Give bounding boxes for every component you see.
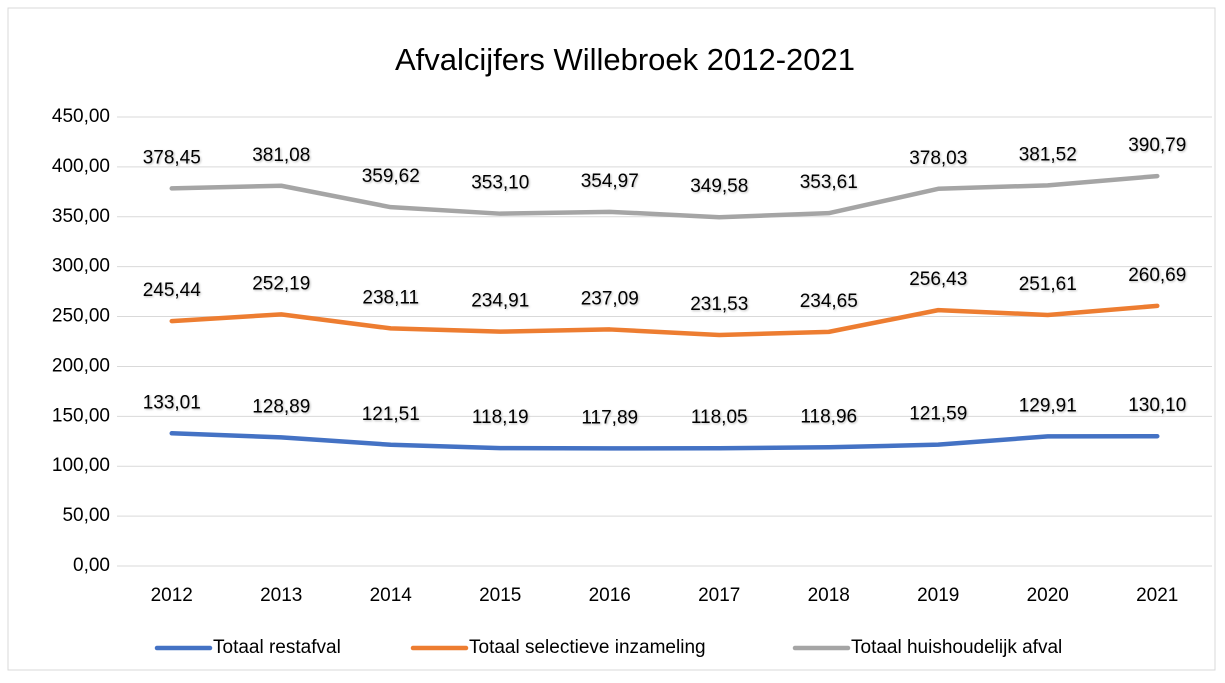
data-label: 234,65	[800, 291, 858, 312]
data-label: 256,43	[909, 269, 967, 290]
x-tick-label: 2013	[260, 585, 302, 606]
data-label: 118,05	[691, 407, 748, 428]
y-tick-label: 400,00	[52, 156, 110, 177]
data-label: 238,11	[362, 287, 419, 308]
x-tick-label: 2012	[151, 585, 193, 606]
data-label: 252,19	[252, 273, 310, 294]
series-line	[169, 303, 1160, 338]
data-label: 260,69	[1128, 265, 1186, 286]
x-tick-label: 2020	[1027, 585, 1069, 606]
legend-label: Totaal huishoudelijk afval	[851, 637, 1062, 658]
legend-label: Totaal restafval	[213, 637, 341, 658]
data-label: 381,52	[1019, 144, 1077, 165]
y-tick-label: 150,00	[52, 405, 110, 426]
data-label: 245,44	[143, 280, 202, 301]
data-label: 390,79	[1128, 135, 1186, 156]
x-tick-label: 2018	[808, 585, 850, 606]
data-label: 130,10	[1128, 395, 1186, 416]
data-label: 349,58	[690, 176, 748, 197]
chart-title: Afvalcijfers Willebroek 2012-2021	[395, 42, 855, 77]
data-label: 128,89	[252, 396, 310, 417]
y-tick-label: 100,00	[52, 455, 110, 476]
data-label: 354,97	[581, 171, 639, 192]
data-label: 378,03	[909, 148, 967, 169]
data-label: 359,62	[362, 166, 420, 187]
legend-label: Totaal selectieve inzameling	[469, 637, 706, 658]
data-label: 251,61	[1019, 274, 1077, 295]
x-tick-label: 2014	[370, 585, 413, 606]
x-tick-label: 2021	[1136, 585, 1178, 606]
y-tick-label: 450,00	[52, 106, 110, 127]
data-label: 234,91	[471, 291, 529, 312]
chart-border	[7, 7, 1216, 671]
data-label: 133,01	[143, 392, 201, 413]
series-line	[169, 173, 1160, 220]
x-tick-label: 2019	[917, 585, 959, 606]
data-label: 381,08	[252, 145, 310, 166]
y-tick-label: 250,00	[52, 306, 110, 327]
series-line	[169, 431, 1160, 451]
data-label: 121,59	[909, 404, 967, 425]
y-tick-label: 300,00	[52, 256, 110, 277]
x-tick-label: 2016	[589, 585, 631, 606]
x-tick-label: 2017	[698, 585, 740, 606]
data-label: 118,19	[472, 407, 529, 428]
y-tick-label: 200,00	[52, 355, 110, 376]
y-tick-label: 50,00	[62, 505, 110, 526]
data-label: 231,53	[690, 294, 748, 315]
data-label: 237,09	[581, 288, 639, 309]
data-label: 353,61	[800, 172, 858, 193]
data-label: 129,91	[1019, 395, 1077, 416]
data-label: 378,45	[143, 147, 201, 168]
data-label: 118,96	[800, 406, 857, 427]
y-tick-label: 350,00	[52, 206, 110, 227]
x-tick-label: 2015	[479, 585, 521, 606]
y-tick-label: 0,00	[73, 555, 110, 576]
data-label: 121,51	[362, 404, 420, 425]
data-label: 353,10	[471, 173, 529, 194]
data-label: 117,89	[581, 407, 638, 428]
